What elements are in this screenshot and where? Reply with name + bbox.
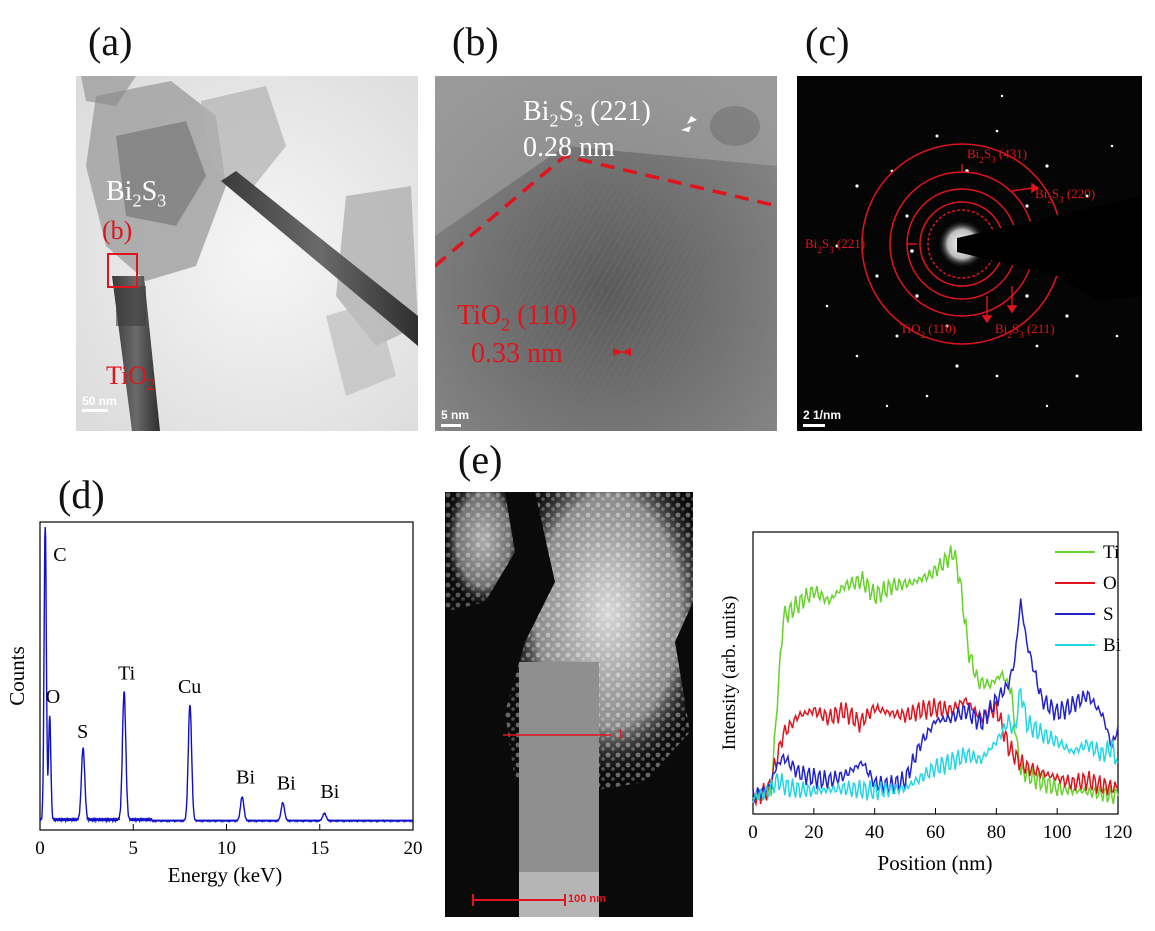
saed-pattern-panel-c: Bi2S3 (431) Bi2S3 (220) Bi2S3 (221) TiO2…: [797, 76, 1142, 431]
line-scan-x-tick-label: 80: [987, 822, 1006, 843]
panel-label-b: (b): [452, 19, 499, 64]
hrtem-image-panel-b: Bi2S3 (221) 0.28 nm TiO2 (110) 0.33 nm 5…: [435, 76, 777, 431]
bi2s3-spacing-label: 0.28 nm: [523, 132, 615, 163]
line-scan-series-bi: [752, 686, 1119, 803]
line-scan-y-axis-label: Intensity (arb. units): [719, 596, 740, 751]
bi2s3-label: Bi2S3: [106, 176, 167, 211]
line-scan-x-tick-label: 20: [804, 822, 823, 843]
line-scan-x-tick-label: 0: [748, 822, 758, 843]
scale-bar-c: [803, 424, 825, 427]
saed-ring-label: TiO2 (110): [900, 321, 956, 340]
eds-x-tick-label: 10: [217, 838, 236, 859]
line-scan-x-tick-label: 40: [865, 822, 884, 843]
tio2-label: TiO2: [106, 361, 156, 395]
line-scan-series-o: [752, 696, 1119, 807]
scale-bar-b-label: 5 nm: [441, 408, 470, 422]
eds-peak-label: C: [53, 544, 66, 566]
panel-label-a: (a): [88, 19, 133, 64]
line-scan-x-tick-label: 60: [926, 822, 945, 843]
line-scan-x-axis-label: Position (nm): [878, 851, 993, 875]
tem-image-panel-a: Bi2S3 (b) TiO2 50 nm: [76, 76, 418, 431]
eds-peak-label: Bi: [277, 773, 296, 795]
eds-peak-label: Bi: [320, 781, 339, 803]
saed-ring-label: Bi2S3 (211): [995, 321, 1055, 340]
line-scan-marker: 1: [617, 726, 624, 741]
eds-plot-frame: [39, 521, 414, 831]
saed-diagram: Bi2S3 (431) Bi2S3 (220) Bi2S3 (221) TiO2…: [805, 94, 1142, 408]
scale-bar-a-label: 50 nm: [82, 394, 117, 408]
scale-bar-a: [82, 409, 108, 412]
eds-x-tick-label: 5: [129, 838, 139, 859]
legend-label: Bi: [1103, 635, 1121, 656]
legend-label: Ti: [1103, 542, 1119, 563]
legend-label: O: [1103, 573, 1117, 594]
scale-bar-c-label: 2 1/nm: [803, 408, 842, 422]
panel-label-e: (e): [458, 437, 503, 482]
eds-x-tick-label: 20: [404, 838, 423, 859]
saed-ring-label: Bi2S3 (221): [805, 236, 865, 255]
tio2-plane-label: TiO2 (110): [457, 300, 577, 335]
eds-spectrum-line: [39, 526, 414, 824]
line-scan-chart: 0 20 40 60 80 100 120 Ti OS Bi Position (nm) Inte…: [719, 531, 1133, 875]
bi2s3-plane-label: Bi2S3 (221): [523, 96, 651, 131]
line-scan-x-tick-label: 120: [1104, 822, 1133, 843]
line-scan-x-tick-label: 100: [1043, 822, 1072, 843]
line-scan-series-ti: [752, 545, 1119, 805]
eds-peak-label: S: [77, 721, 88, 743]
eds-y-axis-label: Counts: [5, 646, 29, 706]
legend-label: S: [1103, 604, 1114, 625]
box-b-label: (b): [102, 216, 133, 245]
saed-ring-label: Bi2S3 (220): [1035, 186, 1095, 205]
eds-x-tick-label: 15: [310, 838, 329, 859]
eds-x-tick-label: 0: [35, 838, 45, 859]
line-scan-series-s: [752, 598, 1119, 803]
eds-peak-label: Bi: [236, 767, 255, 789]
stem-image-panel-e: 1 100 nm: [445, 492, 693, 917]
eds-x-axis-label: Energy (keV): [168, 863, 283, 887]
eds-peak-label: O: [46, 686, 60, 708]
scale-bar-e-label: 100 nm: [568, 893, 606, 905]
tio2-spacing-label: 0.33 nm: [471, 338, 563, 369]
eds-chart-panel-d: 0 5 10 15 20 C O S Ti Cu Bi Bi Bi Energy (keV) Count…: [0, 510, 440, 895]
region-box-b: [107, 253, 138, 288]
eds-peak-label: Cu: [178, 676, 201, 698]
scale-bar-b: [441, 424, 461, 427]
panel-label-d: (d): [58, 472, 105, 517]
eds-chart: 0 5 10 15 20 C OS Ti Cu Bi Bi Bi Energy (keV) Count…: [5, 521, 423, 887]
line-scan-chart-panel-e: 0 20 40 60 80 100 120 Ti O S Bi Position (nm) Inte…: [705, 520, 1145, 900]
saed-ring-label: Bi2S3 (431): [967, 146, 1027, 165]
panel-label-c: (c): [805, 19, 850, 64]
eds-peak-label: Ti: [118, 662, 136, 684]
